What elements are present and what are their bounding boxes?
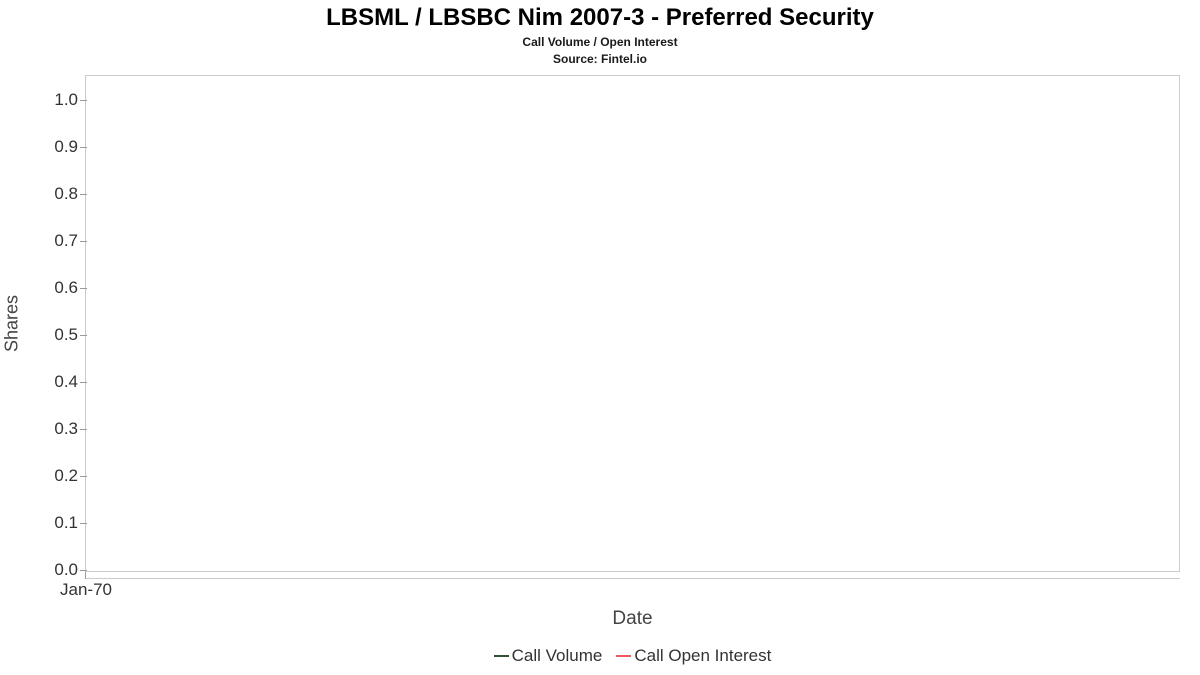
y-tick-label: 0.1 <box>0 513 87 533</box>
plot-area <box>85 75 1180 572</box>
call-open-interest-line-icon <box>616 655 632 657</box>
legend-label-call-open-interest: Call Open Interest <box>634 646 772 665</box>
y-tick-label: 0.0 <box>0 560 87 580</box>
y-tick-label: 0.8 <box>0 184 87 204</box>
x-axis-line <box>85 578 1180 579</box>
legend-item-call-volume[interactable]: Call Volume <box>493 646 603 666</box>
x-tick-label: Jan-70 <box>60 580 112 599</box>
y-tick-label: 0.4 <box>0 372 87 392</box>
chart-subtitle: Call Volume / Open Interest <box>522 35 678 49</box>
x-axis-label: Date <box>612 608 653 629</box>
y-tick-label: 1.0 <box>0 90 87 110</box>
y-tick-label: 0.7 <box>0 231 87 251</box>
y-tick-label: 0.6 <box>0 278 87 298</box>
y-tick-label: 0.3 <box>0 419 87 439</box>
legend: Call Volume Call Open Interest <box>85 646 1180 666</box>
y-tick-label: 0.9 <box>0 137 87 157</box>
legend-item-call-open-interest[interactable]: Call Open Interest <box>616 646 771 666</box>
legend-label-call-volume: Call Volume <box>511 646 603 665</box>
y-tick-label: 0.2 <box>0 466 87 486</box>
chart-title: LBSML / LBSBC Nim 2007-3 - Preferred Sec… <box>326 4 874 31</box>
chart-source: Source: Fintel.io <box>552 52 647 66</box>
y-tick-label: 0.5 <box>0 325 87 345</box>
call-volume-line-icon <box>493 655 509 657</box>
y-axis-label: Shares <box>1 294 22 353</box>
x-tick-mark <box>85 572 86 579</box>
